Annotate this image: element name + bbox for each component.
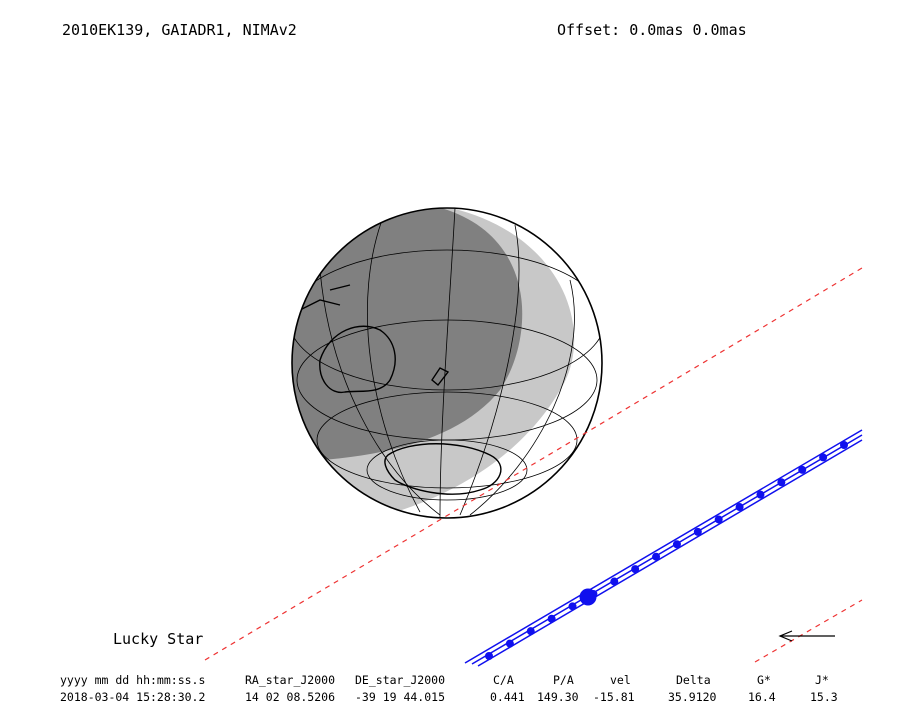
column-header: Delta (676, 673, 711, 687)
table: yyyy mm dd hh:mm:ss.s RA_star_J2000 DE_sta… (60, 673, 838, 704)
cell: 2018-03-04 15:28:30.2 (60, 690, 205, 704)
globe (291, 207, 603, 519)
path-dot (526, 627, 535, 636)
path-dot (735, 503, 744, 512)
cell: -15.81 (593, 690, 635, 704)
column-header: vel (610, 673, 631, 687)
path-dot (693, 527, 702, 536)
closest-approach (579, 588, 597, 606)
path-dot (652, 552, 661, 561)
direction-arrow (778, 630, 835, 642)
cell: -39 19 44.015 (355, 690, 445, 704)
title: 2010EK139, GAIADR1, NIMAv2 (62, 21, 297, 39)
occultation-path (464, 429, 863, 667)
offset: Offset: 0.0mas 0.0mas (557, 21, 747, 39)
column-header: DE_star_J2000 (355, 673, 445, 687)
column-header: P/A (553, 673, 574, 687)
column-header: J* (815, 673, 829, 687)
path-dot (798, 465, 807, 474)
cell: 35.9120 (668, 690, 717, 704)
path-dot (777, 478, 786, 487)
path-dot (714, 515, 723, 524)
path-dot (547, 614, 556, 623)
path-dot (485, 652, 493, 660)
cell: 149.30 (537, 690, 579, 704)
cell: 0.441 (490, 690, 525, 704)
cell: 15.3 (810, 690, 838, 704)
cell: 16.4 (748, 690, 776, 704)
column-header: RA_star_J2000 (245, 673, 335, 687)
shadow-limits (204, 267, 863, 663)
column-header: C/A (493, 673, 514, 687)
label: Lucky Star (113, 630, 203, 648)
path-dot (505, 639, 514, 648)
column-header: yyyy mm dd hh:mm:ss.s (60, 673, 205, 687)
cell: 14 02 08.5206 (245, 690, 335, 704)
path-dot (631, 565, 640, 574)
column-header: G* (757, 673, 771, 687)
path-dot (840, 441, 848, 449)
path-dot (756, 490, 765, 499)
path-dots (485, 441, 848, 660)
path-dot (610, 577, 619, 586)
path-dot (568, 602, 577, 611)
path-dot (819, 453, 828, 462)
path-dot (672, 540, 681, 549)
